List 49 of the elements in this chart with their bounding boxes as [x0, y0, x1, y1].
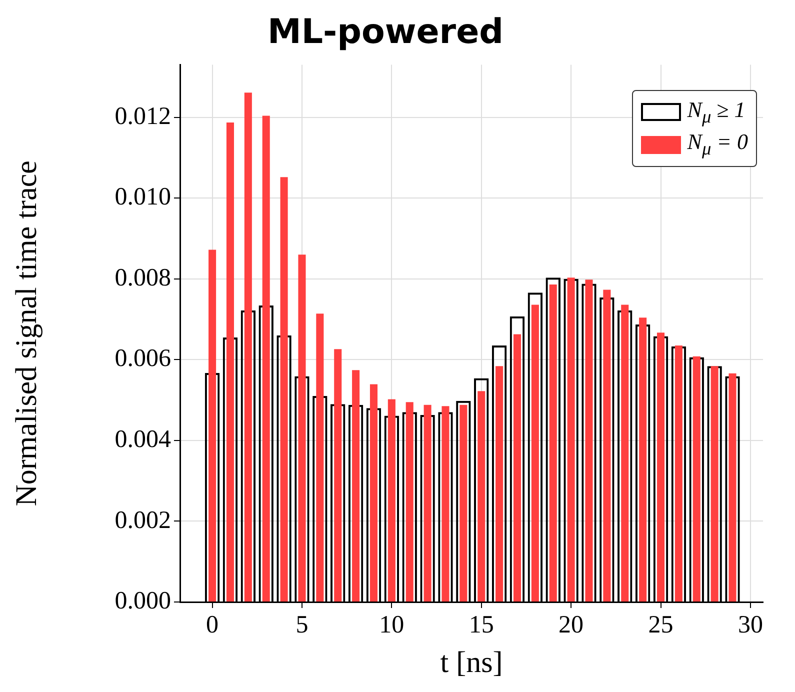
- legend-label: N$_{μ}$ = 0: [687, 129, 748, 160]
- bar: [280, 177, 288, 602]
- bar: [603, 290, 611, 602]
- bar: [334, 349, 342, 602]
- bar: [442, 406, 450, 602]
- bar: [244, 92, 252, 602]
- bar: [674, 346, 682, 602]
- bar: [424, 404, 432, 602]
- y-tick-label: 0.012: [114, 102, 171, 130]
- y-tick-label: 0.010: [114, 184, 171, 211]
- bar: [710, 366, 718, 602]
- bar: [496, 366, 504, 602]
- legend-label: N$_{μ}$ ≥ 1: [687, 97, 746, 128]
- x-tick-label: 0: [206, 612, 219, 639]
- bar: [298, 254, 306, 602]
- bar: [352, 370, 360, 602]
- x-tick-label: 30: [738, 612, 763, 639]
- y-tick-label: 0.004: [114, 426, 172, 453]
- bar: [728, 373, 736, 602]
- y-tick-label: 0.000: [114, 588, 171, 615]
- bar: [513, 334, 522, 602]
- bar: [406, 402, 414, 602]
- bar: [567, 278, 575, 602]
- y-tick-label: 0.008: [114, 264, 171, 292]
- bar: [262, 116, 270, 602]
- bar: [549, 284, 557, 602]
- y-tick-label: 0.002: [114, 506, 171, 534]
- bar: [531, 304, 539, 602]
- bar: [208, 250, 216, 602]
- bar: [370, 384, 378, 602]
- bar: [692, 356, 700, 602]
- bar: [388, 399, 396, 602]
- bar: [656, 332, 665, 602]
- x-axis-title: t [ns]: [440, 646, 503, 679]
- bar: [226, 122, 234, 602]
- bar: [621, 304, 629, 602]
- x-tick-label: 10: [379, 612, 404, 639]
- bar: [460, 404, 468, 602]
- x-tick-label: 25: [648, 612, 674, 639]
- x-tick-label: 15: [468, 612, 494, 639]
- x-tick-label: 20: [558, 612, 584, 639]
- x-tick-label: 5: [296, 612, 308, 639]
- chart-title: ML-powered: [268, 12, 504, 52]
- bar: [585, 280, 593, 602]
- y-axis-title: Normalised signal time trace: [10, 160, 43, 506]
- bar: [639, 318, 647, 602]
- bar: [316, 314, 324, 602]
- bar: [478, 391, 486, 602]
- y-tick-label: 0.006: [114, 345, 171, 372]
